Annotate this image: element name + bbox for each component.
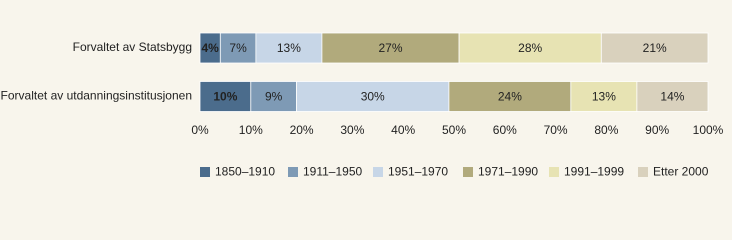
value-label: 13% — [592, 90, 616, 104]
legend-label: Etter 2000 — [653, 165, 709, 179]
value-label: 14% — [660, 90, 684, 104]
legend-label: 1971–1990 — [478, 165, 538, 179]
bar-segment — [448, 81, 572, 112]
x-tick-label: 60% — [493, 123, 517, 137]
legend-swatch — [638, 167, 648, 177]
legend-swatch — [549, 167, 559, 177]
bar-segment — [636, 81, 709, 112]
legend-swatch — [373, 167, 383, 177]
legend-label: 1991–1999 — [564, 165, 624, 179]
bar-segment — [199, 81, 252, 112]
value-label: 7% — [229, 41, 247, 55]
bar-segment — [255, 32, 323, 64]
bar-segment — [570, 81, 638, 112]
x-tick-label: 100% — [693, 123, 724, 137]
value-label: 10% — [213, 90, 237, 104]
value-label: 24% — [498, 90, 522, 104]
value-label: 21% — [643, 41, 667, 55]
x-tick-label: 90% — [645, 123, 669, 137]
legend-swatch — [200, 167, 210, 177]
x-tick-label: 50% — [442, 123, 466, 137]
bar-segment — [458, 32, 602, 64]
legend-swatch — [463, 167, 473, 177]
category-label: Forvaltet av Statsbygg — [73, 40, 192, 54]
x-tick-label: 40% — [391, 123, 415, 137]
legend-label: 1911–1950 — [303, 165, 363, 179]
value-label: 28% — [518, 41, 542, 55]
bar-segment — [600, 32, 709, 64]
value-label: 4% — [201, 41, 219, 55]
value-label: 9% — [265, 90, 283, 104]
x-tick-label: 70% — [544, 123, 568, 137]
value-label: 30% — [361, 90, 385, 104]
bar-segment — [219, 32, 257, 64]
page: 0% 10% 20% 30% 40% 50% 60% 70% 80% 90% 100% Forvalt… — [0, 32, 724, 179]
value-label: 13% — [277, 41, 301, 55]
legend-label: 1850–1910 — [215, 165, 275, 179]
x-tick-label: 30% — [340, 123, 364, 137]
x-tick-label: 20% — [290, 123, 314, 137]
bar-segment — [296, 81, 450, 112]
value-label: 27% — [378, 41, 402, 55]
category-label: Forvaltet av utdanningsinstitusjonen — [1, 89, 192, 103]
x-tick-label: 10% — [239, 123, 263, 137]
legend-swatch — [288, 167, 298, 177]
legend-label: 1951–1970 — [388, 165, 448, 179]
bar-segment — [321, 32, 460, 64]
x-tick-label: 0% — [191, 123, 209, 137]
x-tick-label: 80% — [594, 123, 618, 137]
chart: 0% 10% 20% 30% 40% 50% 60% 70% 80% 90% 100% Forvalt… — [1, 32, 724, 179]
